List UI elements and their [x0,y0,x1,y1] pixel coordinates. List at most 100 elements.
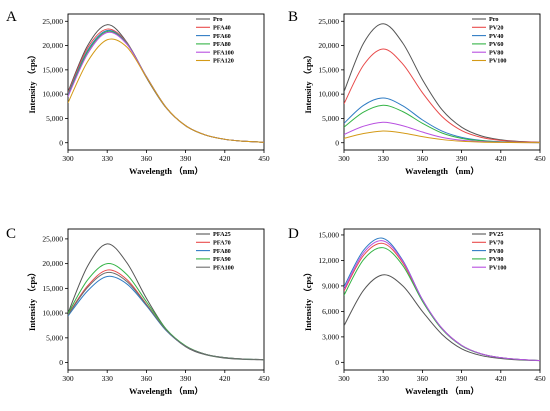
x-tick-label: 300 [338,154,350,163]
series-group [344,237,540,362]
x-tick-label: 390 [456,374,468,383]
y-axis-title: Intensity （cps） [303,268,313,331]
y-tick-label: 9,000 [322,282,339,291]
legend-label: PV25 [489,231,503,238]
y-tick-label: 15,000 [318,231,339,240]
y-axis-title: Intensity （cps） [27,268,37,331]
y-tick-label: 25,000 [318,17,339,26]
y-tick-label: 5,000 [322,114,339,123]
series-line-pv40 [344,97,540,144]
series-line-pro [68,24,264,143]
y-tick-label: 0 [59,358,63,367]
series-group [68,24,264,143]
legend-label: PV20 [489,25,503,32]
series-group [344,23,540,144]
x-tick-label: 420 [219,374,231,383]
x-tick-label: 300 [62,374,74,383]
y-tick-label: 20,000 [42,259,63,268]
series-line-pfa70 [68,269,264,361]
chart-panel-a: A 300 330 360 390 420 450 0 5,000 10,000 15,000 20,… [6,9,270,176]
legend-label: PFA120 [213,58,234,65]
x-tick-label: 330 [378,154,390,163]
series-line-pfa100 [68,31,264,143]
x-tick-label: 420 [495,154,507,163]
y-tick-label: 15,000 [42,65,63,74]
x-tick-label: 420 [219,154,231,163]
x-tick-label: 330 [378,374,390,383]
x-tick-label: 450 [258,374,270,383]
legend-label: PV60 [489,41,503,48]
y-tick-label: 6,000 [322,307,339,316]
y-tick-label: 15,000 [318,65,339,74]
panel-letter: D [288,226,299,242]
x-tick-label: 420 [495,374,507,383]
x-tick-label: 330 [102,154,114,163]
legend-label: PFA80 [213,248,231,255]
plot-frame [67,13,265,151]
y-tick-label: 10,000 [42,309,63,318]
chart-panel-b: B 300 330 360 390 420 450 0 5,000 10,000 15,000 20,… [288,9,546,176]
legend-label: PFA25 [213,231,231,238]
x-tick-label: 360 [141,374,153,383]
legend-label: PFA40 [213,25,231,32]
x-tick-label: 450 [534,154,546,163]
series-line-pfa100 [68,271,264,361]
y-tick-label: 20,000 [42,41,63,50]
panel-letter: B [288,9,298,25]
legend-label: PFA80 [213,41,231,48]
x-axis-title: Wavelength （nm） [405,166,479,176]
x-tick-label: 300 [338,374,350,383]
legend-label: Pro [213,16,223,23]
plot-frame [343,13,541,151]
y-tick-label: 25,000 [42,234,63,243]
series-line-pv100 [344,130,540,144]
legend-label: PV40 [489,33,503,40]
series-line-pfa25 [68,243,264,361]
chart-panel-c: C 300 330 360 390 420 450 0 5,000 10,000 15,000 20,… [6,226,270,396]
legend-label: PFA70 [213,240,231,247]
legend-label: PFA100 [213,264,234,271]
y-tick-label: 25,000 [42,17,63,26]
y-tick-label: 0 [59,138,63,147]
x-tick-label: 360 [417,154,429,163]
x-tick-label: 450 [258,154,270,163]
x-tick-label: 390 [456,154,468,163]
y-tick-label: 0 [335,358,339,367]
legend-label: PFA60 [213,33,231,40]
x-axis-title: Wavelength （nm） [129,166,203,176]
x-axis-title: Wavelength （nm） [129,386,203,396]
legend-label: PV90 [489,256,503,263]
legend-label: PV80 [489,248,503,255]
panel-letter: C [6,226,16,242]
series-line-pro [344,23,540,143]
y-tick-label: 5,000 [46,114,63,123]
chart-panel-d: D 300 330 360 390 420 450 0 3,000 6,000 9,000 12,00… [288,226,546,396]
y-tick-label: 0 [335,138,339,147]
series-line-pfa80 [68,275,264,361]
y-tick-label: 20,000 [318,41,339,50]
x-tick-label: 360 [141,154,153,163]
series-line-pfa40 [68,28,264,143]
x-tick-label: 300 [62,154,74,163]
x-tick-label: 390 [180,154,192,163]
y-tick-label: 10,000 [318,90,339,99]
legend-label: PV100 [489,58,507,65]
y-tick-label: 5,000 [46,333,63,342]
legend-label: PFA100 [213,49,234,56]
series-line-pv100 [344,240,540,361]
x-axis-title: Wavelength （nm） [405,386,479,396]
x-tick-label: 360 [417,374,429,383]
y-tick-label: 10,000 [42,90,63,99]
series-line-pv20 [344,48,540,143]
series-line-pv90 [344,247,540,361]
x-tick-label: 450 [534,374,546,383]
legend-label: Pro [489,16,499,23]
series-line-pv25 [344,274,540,362]
series-group [68,243,264,361]
legend-label: PV100 [489,264,507,271]
y-tick-label: 15,000 [42,284,63,293]
legend-label: PV70 [489,240,503,247]
